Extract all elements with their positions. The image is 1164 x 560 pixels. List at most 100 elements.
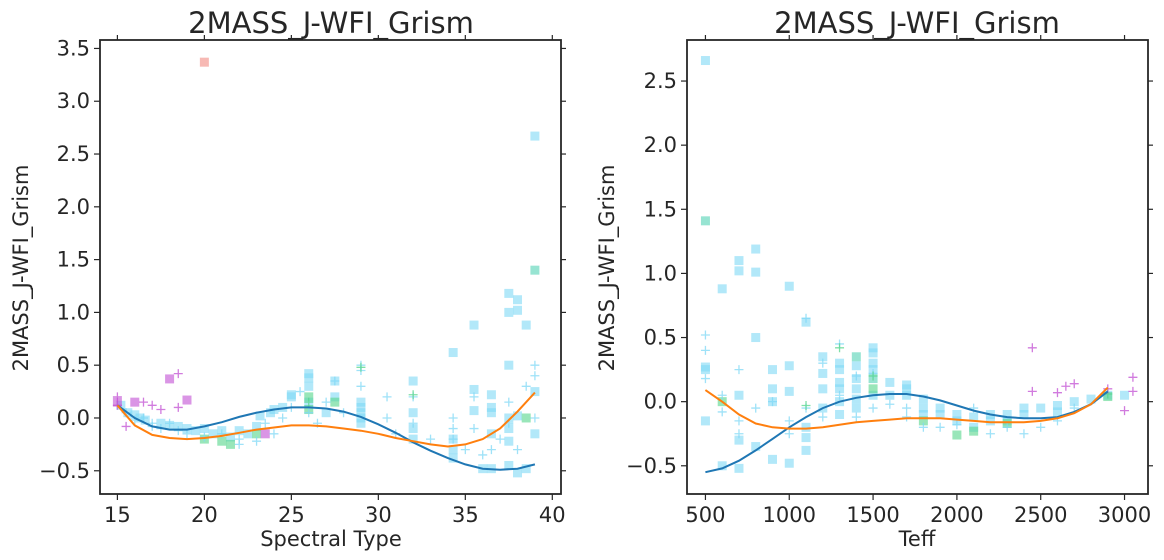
data-point-plus xyxy=(460,445,470,455)
data-point-plus xyxy=(902,412,912,422)
x-tick-label: 20 xyxy=(191,503,218,527)
data-point-plus xyxy=(1128,372,1138,382)
data-point-plus xyxy=(985,429,995,439)
data-point-plus xyxy=(269,429,279,439)
data-point-square xyxy=(513,468,523,478)
data-point-square xyxy=(801,422,811,432)
data-point-square xyxy=(504,424,514,434)
data-point-square xyxy=(885,377,895,387)
data-point-square xyxy=(801,433,811,443)
chart-title: 2MASS_J-WFI_Grism xyxy=(188,6,474,40)
data-point-plus xyxy=(234,439,244,449)
data-point-square xyxy=(835,377,845,387)
data-point-square xyxy=(130,410,140,420)
data-point-square xyxy=(486,408,496,418)
data-point-square xyxy=(1019,403,1029,413)
data-point-plus xyxy=(173,402,183,412)
y-tick-label: 2.0 xyxy=(644,133,677,157)
data-point-square xyxy=(504,307,514,317)
plot-frame xyxy=(686,39,1149,495)
data-point-square xyxy=(252,429,262,439)
fit-line xyxy=(116,404,536,471)
data-point-plus xyxy=(767,397,777,407)
x-tick-label: 15 xyxy=(104,503,131,527)
y-tick-label: 2.5 xyxy=(57,142,90,166)
y-tick-label: 0.0 xyxy=(644,390,677,414)
data-point-plus xyxy=(448,424,458,434)
data-point-square xyxy=(835,384,845,394)
data-point-square xyxy=(530,387,540,397)
data-point-square xyxy=(330,392,340,402)
data-point-square xyxy=(1002,409,1012,419)
fit-line xyxy=(704,386,1109,430)
data-point-square xyxy=(278,402,288,412)
data-point-square xyxy=(191,426,201,436)
data-point-square xyxy=(818,368,828,378)
y-axis-label: 2MASS_J-WFI_Grism xyxy=(595,165,620,372)
data-point-square xyxy=(408,408,418,418)
data-point-square xyxy=(448,348,458,358)
data-point-square xyxy=(356,402,366,412)
y-tick-label: 1.5 xyxy=(57,248,90,272)
data-point-square xyxy=(717,461,727,471)
data-point-plus xyxy=(700,374,710,384)
data-point-square xyxy=(408,376,418,386)
x-tick-label: 2500 xyxy=(1014,503,1067,527)
fit-line xyxy=(705,390,1109,474)
data-point-square xyxy=(767,384,777,394)
data-point-plus xyxy=(504,397,514,407)
data-point-plus xyxy=(952,420,962,430)
data-point-square xyxy=(156,418,166,428)
y-tick-label: 1.0 xyxy=(57,300,90,324)
data-point-square xyxy=(255,411,265,421)
data-point-square xyxy=(700,365,710,375)
data-point-plus xyxy=(918,422,928,432)
data-point-square xyxy=(784,458,794,468)
data-point-plus xyxy=(252,436,262,446)
x-tick-label: 2000 xyxy=(930,503,983,527)
data-point-square xyxy=(521,320,531,330)
data-point-square xyxy=(486,390,496,400)
data-point-square xyxy=(182,395,192,405)
data-point-plus xyxy=(448,434,458,444)
data-point-square xyxy=(225,439,235,449)
data-point-plus xyxy=(121,421,131,431)
data-point-plus xyxy=(1027,386,1037,396)
data-point-plus xyxy=(1128,386,1138,396)
data-point-plus xyxy=(700,345,710,355)
data-point-square xyxy=(1069,397,1079,407)
data-point-square xyxy=(851,394,861,404)
data-point-plus xyxy=(935,422,945,432)
data-point-square xyxy=(734,463,744,473)
data-point-plus xyxy=(356,362,366,372)
data-point-plus xyxy=(530,413,540,423)
data-point-square xyxy=(868,358,878,368)
data-point-plus xyxy=(382,392,392,402)
data-point-square xyxy=(286,390,296,400)
data-point-square xyxy=(469,384,479,394)
data-point-plus xyxy=(717,390,727,400)
fit-line xyxy=(116,391,536,448)
data-point-square xyxy=(935,403,945,413)
data-point-square xyxy=(408,424,418,434)
data-point-square xyxy=(918,394,928,404)
data-point-square xyxy=(513,295,523,305)
data-point-square xyxy=(1120,390,1130,400)
data-point-square xyxy=(217,436,227,446)
data-point-plus xyxy=(851,412,861,422)
data-point-plus xyxy=(1052,388,1062,398)
data-point-square xyxy=(140,415,150,425)
data-point-plus xyxy=(868,371,878,381)
data-point-square xyxy=(952,430,962,440)
data-point-square xyxy=(513,411,523,421)
y-tick-label: −0.5 xyxy=(626,454,677,478)
data-point-square xyxy=(918,409,928,419)
data-point-square xyxy=(321,408,331,418)
data-point-plus xyxy=(321,397,331,407)
data-point-plus xyxy=(717,407,727,417)
data-point-square xyxy=(985,416,995,426)
data-point-plus xyxy=(182,429,192,439)
data-point-square xyxy=(469,320,479,330)
data-point-square xyxy=(252,421,262,431)
